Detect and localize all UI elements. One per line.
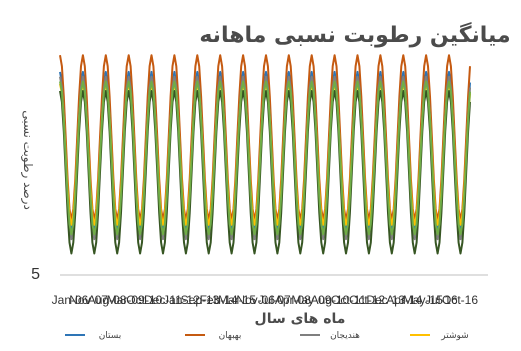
x-tick-label: Oct-11 xyxy=(331,293,366,307)
x-tick-label: Dec-13 xyxy=(366,293,405,307)
y-tick-label: 5 xyxy=(31,266,40,283)
x-tick-labels: Jan-06Nov-07Aug-08Mar-09Oct-10Dec-11Jan-… xyxy=(52,293,479,307)
y-axis-title: درصد رطوبت نسبی xyxy=(20,110,35,210)
x-tick-label: Mar-15 xyxy=(218,293,256,307)
x-tick-label: Jan-12 xyxy=(163,293,200,307)
x-tick-label: Jan-06 xyxy=(52,293,89,307)
x-tick-label: Jul-16 xyxy=(425,293,458,307)
x-tick-label: Jul-07 xyxy=(258,293,291,307)
x-axis-title: ماه های سال xyxy=(255,311,346,327)
legend-label-1: بهبهان xyxy=(219,331,242,341)
legend-label-2: هندیجان xyxy=(330,331,360,341)
x-tick-label: Sep-13 xyxy=(181,293,220,307)
x-tick-label: Oct-12 xyxy=(349,293,385,307)
series-lines xyxy=(59,54,471,255)
chart-title: میانگین رطوبت نسبی ماهانه xyxy=(199,21,510,48)
x-tick-label: Mar-09 xyxy=(107,293,145,307)
legend-label-0: بستان xyxy=(99,331,122,341)
x-tick-label: Apr-08 xyxy=(275,293,311,307)
legend: بستان بهبهان هندیجان شوشتر xyxy=(65,331,469,341)
x-tick-label: Nov-06 xyxy=(236,293,275,307)
series-line-1 xyxy=(59,54,471,221)
legend-label-3: شوشتر xyxy=(440,331,468,341)
x-tick-label: Apr-14 xyxy=(386,293,422,307)
series-line-5 xyxy=(59,80,471,236)
x-tick-label: Oct-10 xyxy=(126,293,162,307)
x-tick-label: May-15 xyxy=(403,293,443,307)
x-tick-label: Feb-14 xyxy=(200,293,238,307)
x-tick-label: Oct-16 xyxy=(442,293,478,307)
y-tick-labels: 5 xyxy=(31,266,40,283)
x-tick-label: Nov-07 xyxy=(69,293,108,307)
x-tick-label: May-09 xyxy=(291,293,331,307)
x-tick-label: Dec-11 xyxy=(144,293,182,307)
x-tick-label: Aug-08 xyxy=(88,293,127,307)
x-tick-label: Aug-10 xyxy=(311,293,350,307)
